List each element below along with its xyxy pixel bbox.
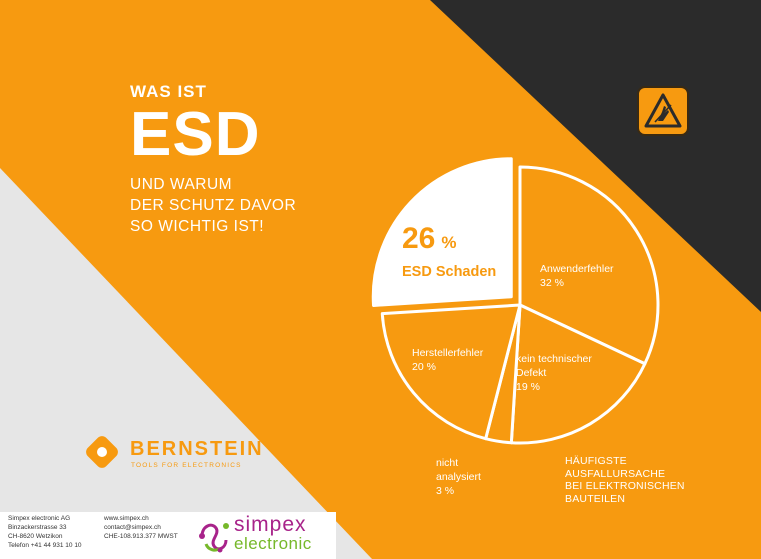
headline-kicker: WAS IST xyxy=(130,82,207,101)
slice-value: 3 % xyxy=(436,485,454,497)
caption-line: BAUTEILEN xyxy=(565,492,626,505)
caption-line: BEI ELEKTRONISCHEN xyxy=(565,480,685,492)
subtitle-line: SO WICHTIG IST! xyxy=(130,218,265,235)
simpex-subtitle: electronic xyxy=(234,534,312,553)
slice-value: 20 % xyxy=(412,361,436,373)
address-line: CH-8620 Wetzikon xyxy=(8,533,63,540)
company-contact: www.simpex.ch contact@simpex.ch CHE-108.… xyxy=(104,514,178,541)
simpex-name: simpex xyxy=(234,513,307,536)
subtitle-line: UND WARUM xyxy=(130,176,233,193)
company-address: Simpex electronic AG Binzackerstrasse 33… xyxy=(8,514,82,550)
caption-line: AUSFALLURSACHE xyxy=(565,467,666,480)
subtitle-line: DER SCHUTZ DAVOR xyxy=(130,197,297,214)
brand-tagline: TOOLS FOR ELECTRONICS xyxy=(131,462,242,469)
address-line: Telefon +41 44 931 10 10 xyxy=(8,542,82,549)
pie-slice-herstellerfehler xyxy=(380,303,522,441)
simpex-logo-icon xyxy=(199,523,229,553)
slice-label: nicht xyxy=(436,457,458,469)
dark-corner-panel xyxy=(430,0,761,312)
address-line: Binzackerstrasse 33 xyxy=(8,524,67,531)
pie-slice-anwenderfehler xyxy=(518,165,660,366)
esd-warning-hand-icon xyxy=(644,93,682,128)
slice-label: Anwenderfehler xyxy=(540,263,614,275)
headline: WAS IST ESD UND WARUM DER SCHUTZ DAVOR S… xyxy=(130,82,296,237)
pie-slice-kein-technischer-defekt xyxy=(509,303,647,445)
contact-line: contact@simpex.ch xyxy=(104,524,161,531)
contact-line: CHE-108.913.377 MWST xyxy=(104,533,178,540)
esd-warning-badge xyxy=(637,86,689,136)
bernstein-logo-icon xyxy=(86,436,118,468)
slice-value: 32 % xyxy=(540,277,564,289)
slice-value: 19 % xyxy=(516,381,540,393)
pie-slice-esd-schaden xyxy=(371,157,513,307)
slice-label: ESD Schaden xyxy=(402,264,496,280)
slice-label: kein technischer xyxy=(516,353,592,365)
headline-esd: ESD xyxy=(130,100,261,169)
slice-label: Herstellerfehler xyxy=(412,347,484,359)
address-line: Simpex electronic AG xyxy=(8,515,71,522)
slice-label: analysiert xyxy=(436,471,481,483)
brand-name: BERNSTEIN xyxy=(130,438,264,460)
caption-line: HÄUFIGSTE xyxy=(565,455,627,467)
simpex-logo: simpex electronic xyxy=(196,513,332,556)
slice-label: Defekt xyxy=(516,367,546,379)
headline-subtitle: UND WARUM DER SCHUTZ DAVOR SO WICHTIG IS… xyxy=(130,174,296,237)
chart-caption: HÄUFIGSTE AUSFALLURSACHE BEI ELEKTRONISC… xyxy=(565,455,685,505)
footer: Simpex electronic AG Binzackerstrasse 33… xyxy=(0,512,336,559)
contact-line: www.simpex.ch xyxy=(104,515,149,522)
